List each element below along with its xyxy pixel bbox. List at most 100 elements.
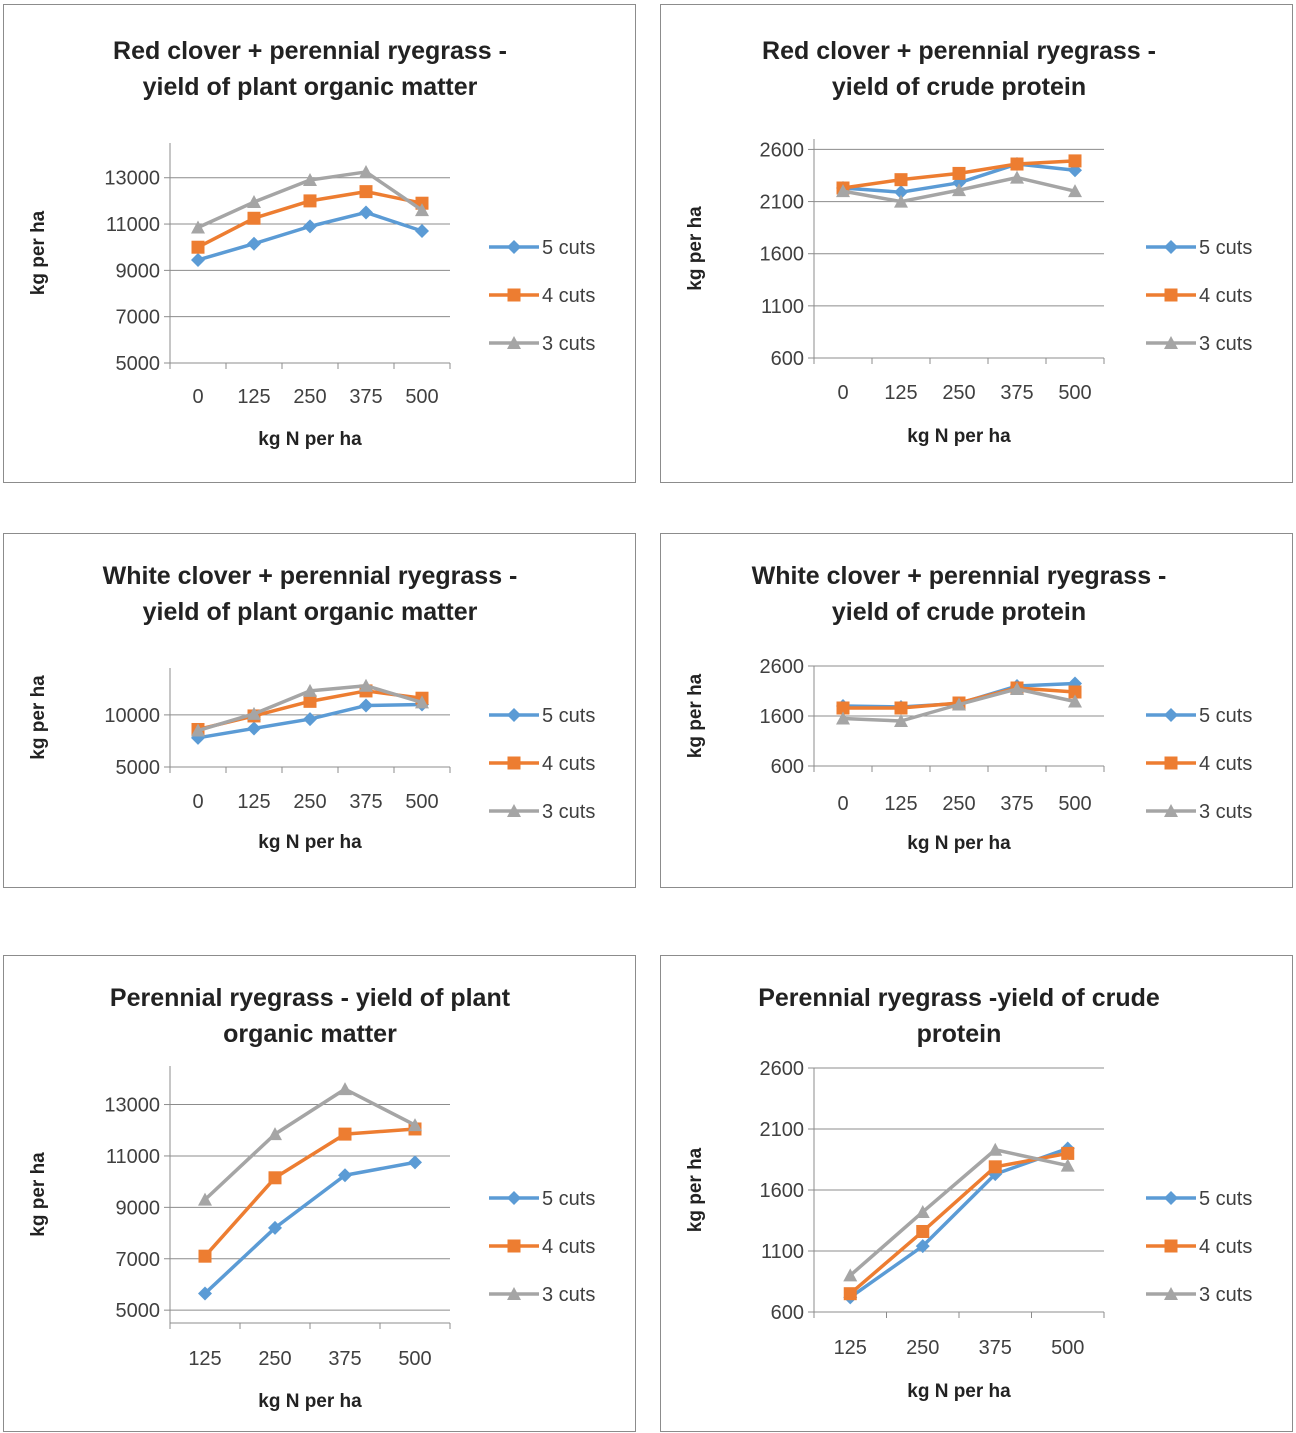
- y-tick-label: 5000: [116, 1300, 161, 1322]
- x-tick-label: 0: [192, 791, 203, 813]
- data-point: [359, 698, 373, 713]
- y-tick-label: 1600: [760, 1180, 805, 1202]
- legend-marker: [1164, 288, 1178, 302]
- y-tick-label: 600: [771, 1302, 804, 1324]
- data-point: [191, 252, 205, 267]
- series-5-cuts: [843, 1141, 1075, 1305]
- x-tick-label: 250: [942, 793, 975, 815]
- data-point: [415, 695, 429, 709]
- x-axis-title: kg N per ha: [258, 429, 362, 450]
- y-tick-label: 1600: [760, 706, 805, 728]
- data-point: [191, 240, 205, 254]
- y-axis-title: kg per ha: [28, 675, 49, 760]
- legend-label: 5 cuts: [1199, 705, 1252, 727]
- data-point: [836, 711, 850, 725]
- legend-label: 3 cuts: [542, 1284, 595, 1306]
- y-tick-label: 5000: [116, 757, 161, 779]
- legend-marker: [507, 240, 521, 254]
- data-point: [894, 701, 908, 715]
- legend-label: 4 cuts: [1199, 1236, 1252, 1258]
- data-point: [836, 184, 850, 198]
- series-4-cuts: [191, 185, 429, 254]
- series-3-cuts: [198, 1082, 422, 1206]
- data-point: [338, 1168, 352, 1183]
- legend-label: 5 cuts: [542, 705, 595, 727]
- data-point: [359, 678, 373, 692]
- chart-title: organic matter: [223, 1020, 397, 1048]
- x-axis-title: kg N per ha: [258, 1391, 362, 1412]
- data-point: [247, 721, 261, 736]
- data-point: [894, 714, 908, 727]
- series-line: [203, 1087, 416, 1201]
- chart-title: Perennial ryegrass -yield of crude: [758, 984, 1160, 1012]
- y-tick-label: 2600: [760, 656, 805, 678]
- x-tick-label: 375: [1000, 793, 1033, 815]
- data-point: [247, 236, 261, 251]
- chart-svg: Perennial ryegrass - yield of plant organ…: [28, 984, 595, 1412]
- chart-panel-red-clover-crude-protein: Red clover + perennial ryegrass - yield o…: [660, 4, 1293, 483]
- x-tick-label: 250: [293, 791, 326, 813]
- data-point: [843, 1287, 857, 1301]
- data-point: [952, 166, 966, 180]
- chart-title: Perennial ryegrass - yield of plant: [110, 984, 511, 1012]
- series-line: [203, 1127, 416, 1258]
- x-tick-label: 125: [834, 1337, 867, 1359]
- data-point: [247, 195, 261, 209]
- chart-panel-ryegrass-organic-matter: Perennial ryegrass - yield of plant organ…: [3, 955, 636, 1432]
- x-tick-label: 375: [349, 791, 382, 813]
- data-point: [359, 185, 373, 199]
- legend-marker: [507, 708, 521, 722]
- data-point: [1010, 157, 1024, 171]
- data-point: [303, 712, 317, 727]
- y-axis-title: kg per ha: [28, 1152, 49, 1237]
- data-point: [1068, 184, 1082, 198]
- legend-label: 4 cuts: [542, 753, 595, 775]
- y-tick-label: 5000: [116, 353, 161, 375]
- x-tick-label: 125: [884, 382, 917, 404]
- data-point: [338, 1127, 352, 1141]
- x-tick-label: 125: [237, 386, 270, 408]
- data-point: [1061, 1146, 1075, 1160]
- x-tick-label: 375: [979, 1337, 1012, 1359]
- y-tick-label: 2600: [760, 1058, 805, 1080]
- data-point: [408, 1118, 422, 1132]
- data-point: [268, 1127, 282, 1141]
- data-point: [894, 185, 908, 200]
- chart-title: White clover + perennial ryegrass -: [752, 562, 1167, 590]
- legend-label: 3 cuts: [1199, 1284, 1252, 1306]
- legend-marker: [1164, 708, 1178, 722]
- series-line: [849, 1147, 1069, 1277]
- series-4-cuts: [843, 1146, 1075, 1301]
- data-point: [359, 205, 373, 220]
- y-tick-label: 600: [771, 756, 804, 778]
- data-point: [303, 219, 317, 234]
- series-3-cuts: [191, 164, 429, 234]
- legend-marker: [507, 756, 521, 770]
- data-point: [1060, 1158, 1075, 1172]
- chart-svg: Perennial ryegrass -yield of crude protei…: [685, 984, 1252, 1402]
- x-tick-label: 0: [837, 793, 848, 815]
- data-point: [303, 683, 317, 697]
- data-point: [338, 1082, 352, 1096]
- chart-panel-white-clover-organic-matter: White clover + perennial ryegrass - yield…: [3, 533, 636, 888]
- data-point: [303, 194, 317, 208]
- y-tick-label: 11000: [106, 1146, 160, 1168]
- chart-panel-white-clover-crude-protein: White clover + perennial ryegrass - yield…: [660, 533, 1293, 888]
- chart-title: yield of crude protein: [832, 598, 1086, 626]
- chart-svg: White clover + perennial ryegrass - yield…: [685, 562, 1252, 854]
- legend-marker: [507, 1287, 521, 1300]
- y-axis-title: kg per ha: [685, 1147, 706, 1232]
- legend-label: 5 cuts: [1199, 1188, 1252, 1210]
- data-point: [415, 203, 429, 217]
- data-point: [198, 1286, 212, 1301]
- data-point: [915, 1204, 930, 1218]
- data-point: [952, 183, 966, 197]
- legend-label: 5 cuts: [542, 237, 595, 259]
- legend-marker: [1164, 336, 1178, 349]
- data-point: [1068, 694, 1082, 708]
- data-point: [191, 730, 205, 745]
- legend-marker: [1164, 1239, 1178, 1253]
- data-point: [415, 224, 429, 238]
- legend-label: 3 cuts: [542, 333, 595, 355]
- series-line: [849, 1151, 1069, 1296]
